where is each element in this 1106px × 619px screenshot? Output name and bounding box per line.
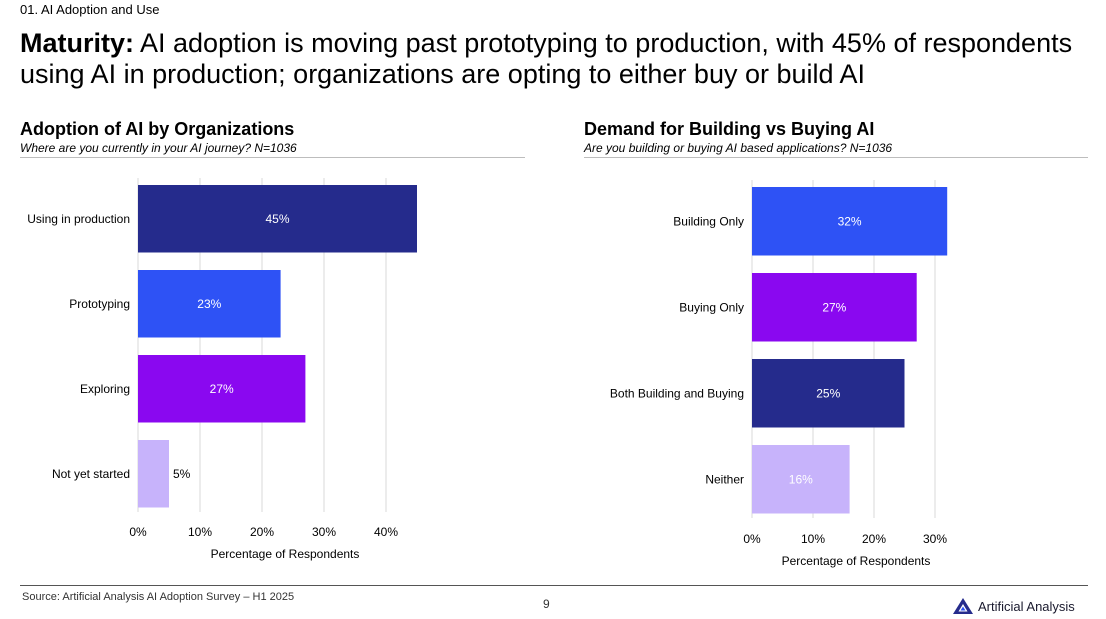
category-label: Neither [705,472,744,486]
x-tick-label: 10% [801,532,825,546]
category-label: Not yet started [52,467,130,481]
category-label: Using in production [27,212,130,226]
left-chart-header: Adoption of AI by Organizations Where ar… [20,118,525,156]
x-tick-label: 10% [188,525,212,539]
left-chart-subtitle: Where are you currently in your AI journ… [20,141,297,155]
brand-logo: Artificial Analysis [952,597,1075,615]
data-label: 25% [816,386,840,400]
bar [138,440,169,508]
left-chart-divider [20,157,525,158]
x-tick-label: 20% [862,532,886,546]
data-label: 45% [265,212,289,226]
x-axis-label: Percentage of Respondents [211,547,360,561]
bar [752,187,948,256]
bar [138,270,281,338]
x-tick-label: 0% [129,525,147,539]
bar [752,359,905,428]
section-label: 01. AI Adoption and Use [20,2,160,17]
x-axis-label: Percentage of Respondents [782,554,931,568]
source-note: Source: Artificial Analysis AI Adoption … [22,591,295,603]
x-tick-label: 20% [250,525,274,539]
bar [138,185,417,253]
category-label: Buying Only [679,300,744,314]
page-number: 9 [543,597,550,611]
data-label: 27% [822,300,846,314]
headline-lead: Maturity: [20,28,134,58]
data-label: 32% [838,214,862,228]
right-chart-divider [584,157,1088,158]
x-tick-label: 0% [743,532,761,546]
x-tick-label: 40% [374,525,398,539]
bar [752,445,850,514]
x-tick-label: 30% [923,532,947,546]
right-chart-title: Demand for Building vs Buying AI [584,119,875,139]
bar [138,355,306,423]
brand-name: Artificial Analysis [978,598,1075,614]
headline-text: AI adoption is moving past prototyping t… [20,28,1073,89]
bar [752,273,917,342]
category-label: Both Building and Buying [610,386,744,400]
category-label: Prototyping [69,297,130,311]
triangle-logo-icon [953,598,973,614]
category-label: Exploring [80,382,130,396]
right-chart-header: Demand for Building vs Buying AI Are you… [584,118,1089,156]
right-chart-subtitle: Are you building or buying AI based appl… [584,141,893,155]
page-headline: Maturity: AI adoption is moving past pro… [20,28,1090,90]
x-tick-label: 30% [312,525,336,539]
data-label: 27% [210,382,234,396]
category-label: Building Only [673,214,744,228]
data-label: 23% [197,297,221,311]
footer-divider [20,585,1088,586]
left-chart-title: Adoption of AI by Organizations [20,119,295,139]
data-label: 16% [789,472,813,486]
data-label: 5% [173,467,191,481]
